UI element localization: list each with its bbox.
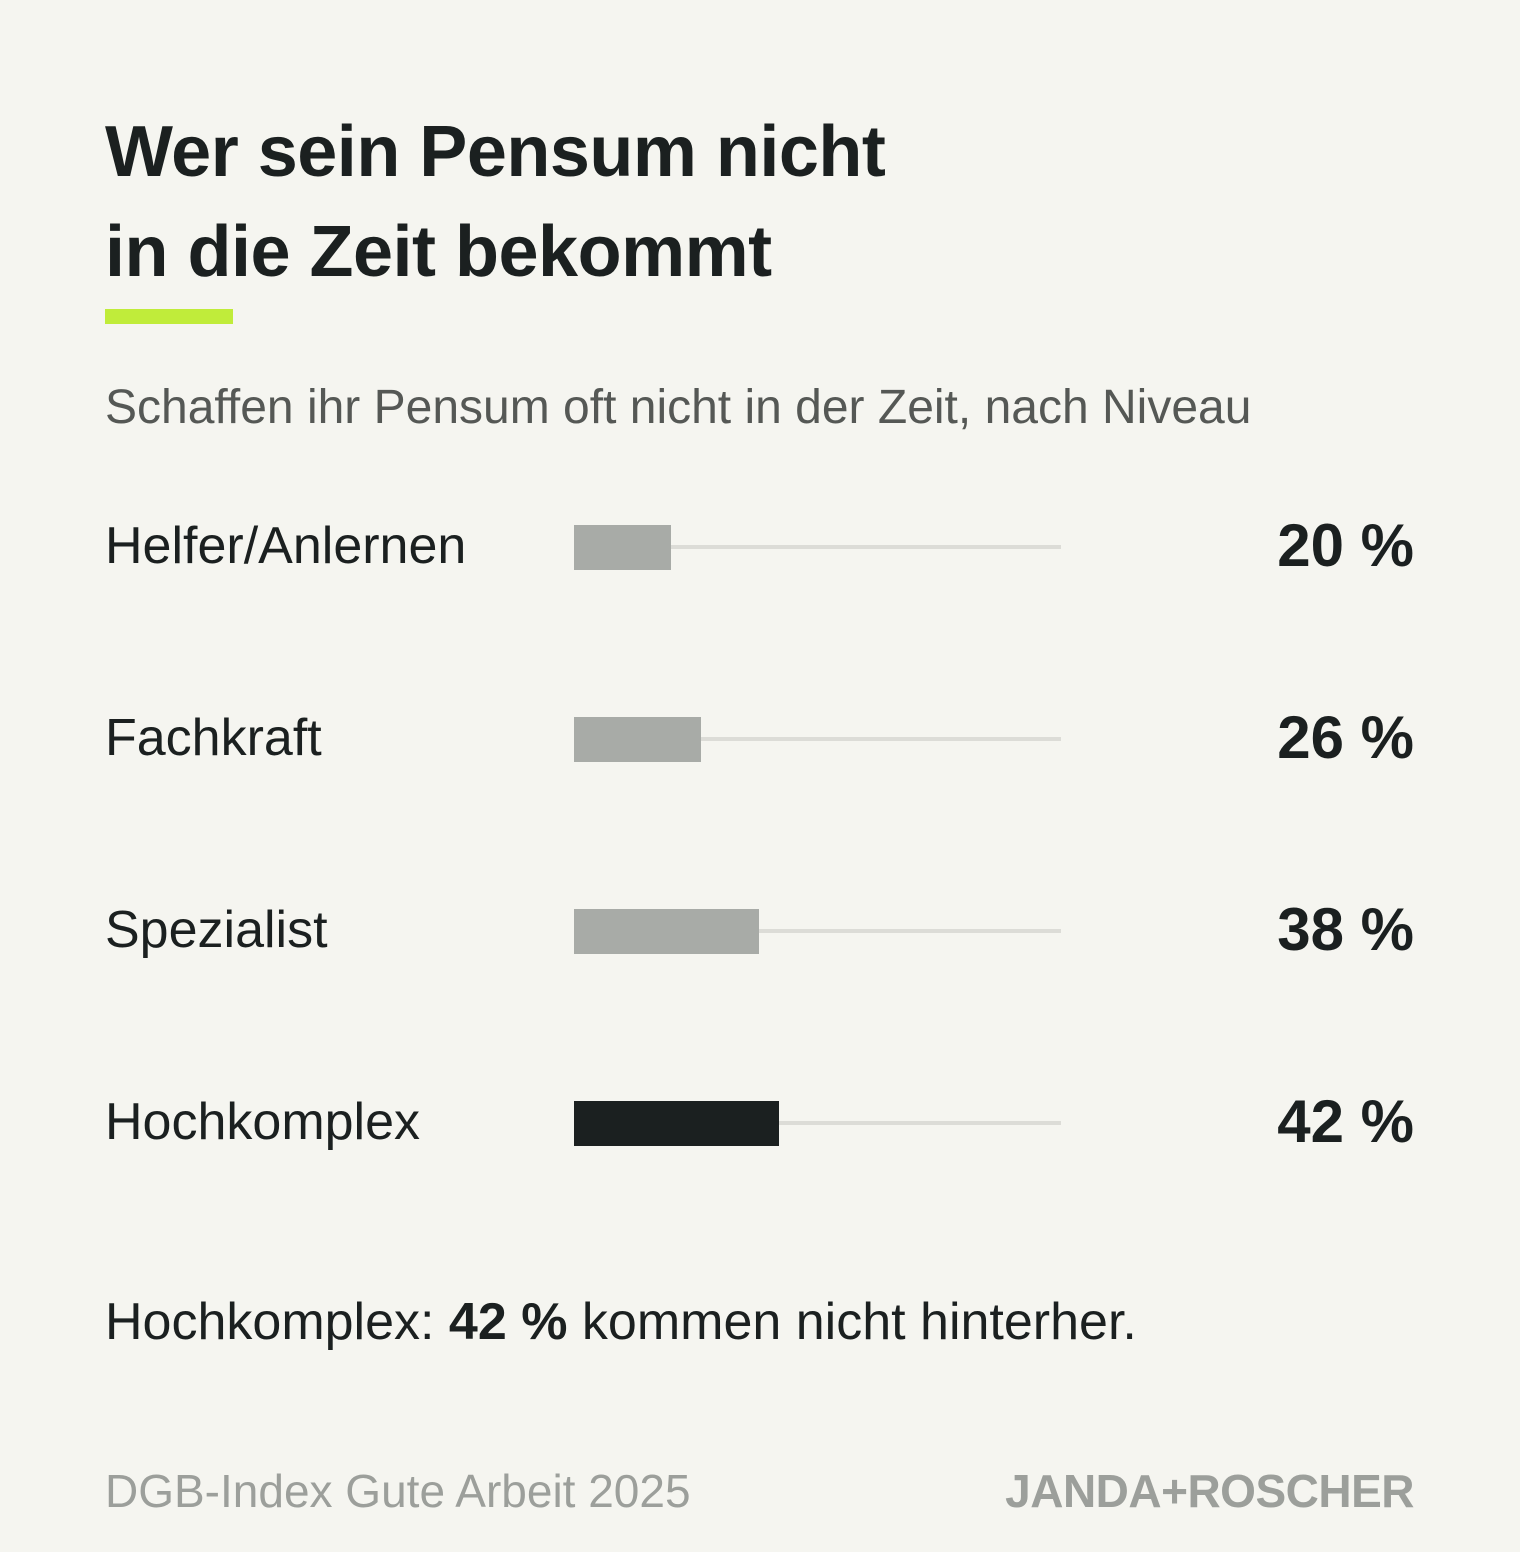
takeaway-suffix: kommen nicht hinterher. bbox=[567, 1293, 1137, 1351]
bar-track bbox=[574, 929, 1061, 933]
source-note: DGB-Index Gute Arbeit 2025 bbox=[105, 1465, 691, 1517]
bar bbox=[574, 717, 701, 762]
chart-title: Wer sein Pensum nicht in die Zeit bekomm… bbox=[105, 102, 886, 302]
bar-category-label: Fachkraft bbox=[105, 709, 322, 767]
chart-title-line-1: Wer sein Pensum nicht bbox=[105, 112, 886, 192]
bar-track bbox=[574, 545, 1061, 549]
bar-category-label: Spezialist bbox=[105, 901, 328, 959]
accent-underline bbox=[105, 309, 233, 324]
brand-logo-text: JANDA+ROSCHER bbox=[1005, 1465, 1414, 1517]
bar-category-label: Hochkomplex bbox=[105, 1093, 421, 1151]
bar-row: Fachkraft 26 % bbox=[0, 708, 1520, 768]
takeaway-highlight: 42 % bbox=[448, 1293, 568, 1351]
chart-subtitle: Schaffen ihr Pensum oft nicht in der Zei… bbox=[105, 381, 1252, 434]
takeaway-text: Hochkomplex: 42 % kommen nicht hinterher… bbox=[105, 1292, 1137, 1352]
bar-track bbox=[574, 737, 1061, 741]
bar-value-label: 42 % bbox=[1277, 1088, 1414, 1155]
bar-category-label: Helfer/Anlernen bbox=[105, 517, 467, 575]
bar-row: Hochkomplex 42 % bbox=[0, 1092, 1520, 1152]
bar-value-label: 26 % bbox=[1277, 704, 1414, 771]
bar-row: Spezialist 38 % bbox=[0, 900, 1520, 960]
bar bbox=[574, 1101, 779, 1146]
bar-row: Helfer/Anlernen 20 % bbox=[0, 516, 1520, 576]
bar-value-label: 38 % bbox=[1277, 896, 1414, 963]
chart-title-line-2: in die Zeit bekommt bbox=[105, 212, 772, 292]
bar-value-label: 20 % bbox=[1277, 512, 1414, 579]
takeaway-prefix: Hochkomplex: bbox=[105, 1293, 449, 1351]
bar bbox=[574, 525, 671, 570]
bar bbox=[574, 909, 759, 954]
bar-track bbox=[574, 1121, 1061, 1125]
